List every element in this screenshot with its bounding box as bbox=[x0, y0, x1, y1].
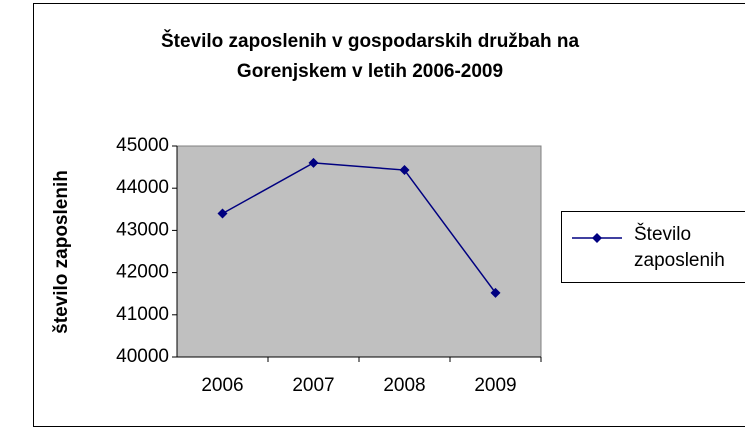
series-line bbox=[222, 162, 497, 294]
y-tick-label: 41000 bbox=[116, 304, 169, 325]
legend-marker bbox=[592, 233, 602, 243]
chart-title: Število zaposlenih v gospodarskih družba… bbox=[160, 31, 580, 82]
chart-frame bbox=[33, 3, 745, 427]
plot-area bbox=[176, 145, 542, 358]
data-point bbox=[490, 287, 501, 298]
y-tick-label: 43000 bbox=[116, 219, 169, 240]
x-tick-label: 2006 bbox=[201, 375, 243, 396]
data-point bbox=[217, 208, 228, 219]
data-point bbox=[399, 165, 410, 176]
y-tick-label: 45000 bbox=[116, 135, 169, 156]
legend-symbol bbox=[572, 233, 622, 243]
y-axis-label: število zaposlenih bbox=[51, 170, 72, 334]
data-point bbox=[308, 157, 319, 168]
y-tick-label: 44000 bbox=[116, 177, 169, 198]
x-tick-label: 2008 bbox=[383, 375, 425, 396]
legend: Število zaposlenih bbox=[561, 211, 745, 283]
legend-label: Število zaposlenih bbox=[634, 224, 725, 271]
x-tick-label: 2007 bbox=[292, 375, 334, 396]
x-tick-label: 2009 bbox=[474, 375, 516, 396]
y-tick-label: 42000 bbox=[116, 262, 169, 283]
y-tick-label: 40000 bbox=[116, 346, 169, 367]
